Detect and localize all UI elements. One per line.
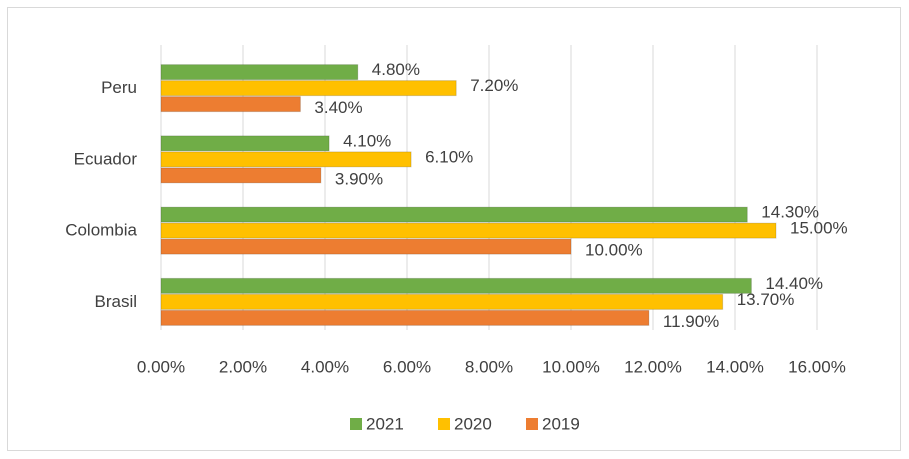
data-label: 13.70% — [737, 290, 795, 309]
x-tick-label: 8.00% — [465, 357, 513, 376]
data-label: 14.40% — [765, 274, 823, 293]
data-label: 15.00% — [790, 219, 848, 238]
bar — [160, 167, 322, 184]
y-tick-label: Brasil — [94, 292, 137, 311]
y-tick-label: Colombia — [65, 221, 137, 240]
data-label: 3.40% — [314, 98, 362, 117]
x-tick-label: 2.00% — [219, 357, 267, 376]
legend-swatch — [350, 418, 362, 430]
y-tick-label: Ecuador — [74, 149, 138, 168]
bar — [160, 96, 301, 113]
data-label: 14.30% — [761, 203, 819, 222]
x-tick-label: 10.00% — [542, 357, 600, 376]
legend-label: 2019 — [542, 414, 580, 433]
bar — [160, 293, 724, 310]
bar — [160, 206, 748, 223]
bar — [160, 135, 330, 152]
legend-swatch — [438, 418, 450, 430]
data-label: 4.10% — [343, 131, 391, 150]
x-tick-label: 6.00% — [383, 357, 431, 376]
bar — [160, 80, 457, 97]
y-tick-label: Peru — [101, 78, 137, 97]
bar — [160, 277, 752, 294]
data-label: 10.00% — [585, 241, 643, 260]
data-label: 3.90% — [335, 169, 383, 188]
legend-label: 2020 — [454, 414, 492, 433]
bar — [160, 222, 777, 239]
x-tick-label: 4.00% — [301, 357, 349, 376]
data-label: 11.90% — [663, 312, 719, 331]
x-tick-label: 16.00% — [788, 357, 846, 376]
legend-label: 2021 — [366, 414, 404, 433]
x-tick-label: 12.00% — [624, 357, 682, 376]
data-label: 7.20% — [470, 76, 518, 95]
x-tick-label: 0.00% — [137, 357, 185, 376]
bar — [160, 238, 572, 255]
x-tick-label: 14.00% — [706, 357, 764, 376]
data-label: 4.80% — [372, 60, 420, 79]
bar — [160, 64, 359, 81]
data-label: 6.10% — [425, 147, 473, 166]
legend-swatch — [526, 418, 538, 430]
bar — [160, 309, 650, 326]
bar — [160, 151, 412, 168]
